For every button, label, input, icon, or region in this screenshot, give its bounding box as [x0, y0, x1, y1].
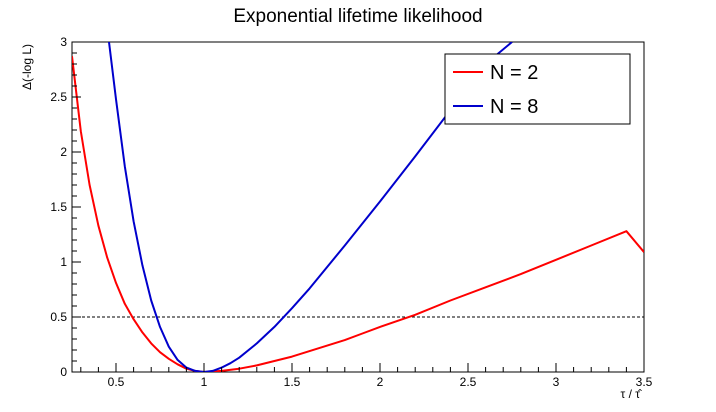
y-tick-label: 2.5 — [50, 90, 67, 104]
y-tick-label: 0.5 — [50, 310, 67, 324]
legend-label-n8: N = 8 — [490, 96, 538, 118]
axes: 0.5 1 1.5 2 2.5 3 3.5 0 0.5 1 1.5 2 2.5 3 — [50, 35, 652, 389]
y-tick-label: 1.5 — [50, 200, 67, 214]
series-line-n8 — [108, 42, 513, 372]
series-layer — [72, 42, 644, 372]
legend-box — [444, 53, 631, 125]
y-tick-label: 0 — [60, 365, 67, 379]
chart-title: Exponential lifetime likelihood — [233, 6, 482, 27]
x-tick-label: 1 — [201, 375, 208, 389]
x-tick-label: 3 — [553, 375, 560, 389]
x-axis-title: τ / τ̂ — [621, 387, 642, 401]
x-tick-label: 1.5 — [284, 375, 301, 389]
y-tick-label: 2 — [60, 145, 67, 159]
series-line-n2 — [72, 56, 644, 372]
x-tick-label: 3.5 — [636, 375, 653, 389]
x-tick-label: 2.5 — [460, 375, 477, 389]
x-tick-label: 0.5 — [108, 375, 125, 389]
y-tick-label: 3 — [60, 35, 67, 49]
legend-label-n2: N = 2 — [490, 62, 538, 84]
y-axis-title: Δ(-log L) — [20, 44, 34, 90]
legend: N = 2 N = 8 — [444, 53, 631, 125]
y-tick-label: 1 — [60, 255, 67, 269]
x-tick-label: 2 — [377, 375, 384, 389]
